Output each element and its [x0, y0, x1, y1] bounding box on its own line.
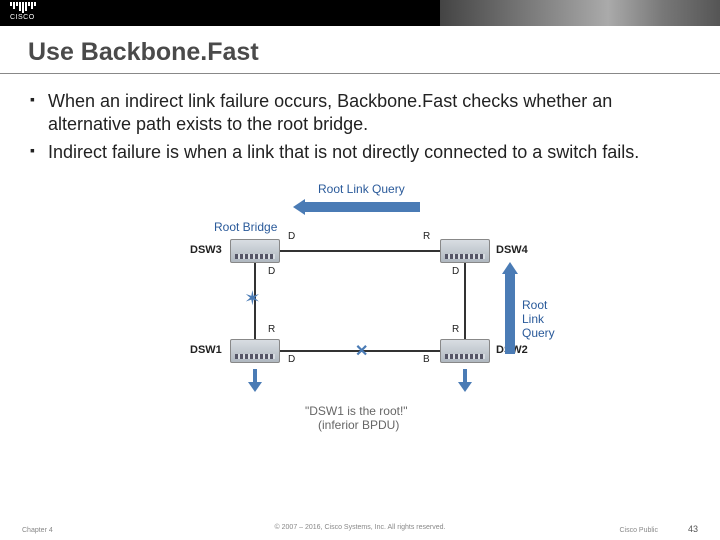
caption-inferior-bpdu-1: "DSW1 is the root!"	[305, 404, 408, 418]
content-area: When an indirect link failure occurs, Ba…	[0, 74, 720, 434]
label-root-link-query-side: Root Link Query	[522, 298, 562, 340]
footer-classification: Cisco Public	[619, 527, 658, 534]
arrow-side	[505, 274, 515, 354]
slide-title: Use Backbone.Fast	[28, 38, 692, 67]
failure-spark-icon: ✶	[244, 286, 261, 311]
bullet-1: When an indirect link failure occurs, Ba…	[30, 90, 690, 137]
cisco-logo: CISCO	[10, 2, 36, 21]
label-dsw1: DSW1	[190, 344, 222, 356]
diagram-container: DSW3 DSW4 DSW1 DSW2 D R D R D R D B Root…	[30, 174, 690, 434]
network-diagram: DSW3 DSW4 DSW1 DSW2 D R D R D R D B Root…	[170, 174, 550, 434]
link-dsw4-dsw2	[464, 263, 466, 339]
port-top-right-r: R	[423, 231, 430, 242]
switch-dsw2	[440, 339, 490, 363]
port-top-left-d: D	[288, 231, 295, 242]
footer-chapter: Chapter 4	[22, 527, 53, 534]
switch-dsw4	[440, 239, 490, 263]
arrow-top-head	[293, 199, 305, 215]
arrow-top	[305, 202, 420, 212]
switch-dsw1	[230, 339, 280, 363]
port-bot-left-d: D	[288, 354, 295, 365]
label-dsw3: DSW3	[190, 244, 222, 256]
blocked-link-icon: ✕	[355, 341, 368, 361]
port-left-bot-r: R	[268, 324, 275, 335]
footer-copyright: © 2007 – 2016, Cisco Systems, Inc. All r…	[275, 524, 446, 531]
port-right-bot-r: R	[452, 324, 459, 335]
footer-page: 43	[688, 524, 698, 534]
link-dsw3-dsw4	[280, 250, 440, 252]
port-bot-right-b: B	[423, 354, 430, 365]
banner-photo-strip	[440, 0, 720, 26]
arrow-small-right	[463, 369, 467, 383]
label-root-link-query-top: Root Link Query	[318, 182, 405, 196]
arrow-small-left	[253, 369, 257, 383]
label-dsw4: DSW4	[496, 244, 528, 256]
top-banner: CISCO	[0, 0, 720, 26]
switch-dsw3	[230, 239, 280, 263]
arrow-small-right-head	[458, 382, 472, 392]
arrow-side-head	[502, 262, 518, 274]
logo-text: CISCO	[10, 14, 35, 21]
arrow-small-left-head	[248, 382, 262, 392]
bullet-list: When an indirect link failure occurs, Ba…	[30, 90, 690, 164]
footer: Chapter 4 © 2007 – 2016, Cisco Systems, …	[0, 524, 720, 534]
port-left-top-d: D	[268, 266, 275, 277]
title-area: Use Backbone.Fast	[0, 26, 720, 74]
bullet-2: Indirect failure is when a link that is …	[30, 141, 690, 164]
port-right-top-d: D	[452, 266, 459, 277]
label-root-bridge: Root Bridge	[214, 220, 277, 234]
caption-inferior-bpdu-2: (inferior BPDU)	[318, 418, 399, 432]
